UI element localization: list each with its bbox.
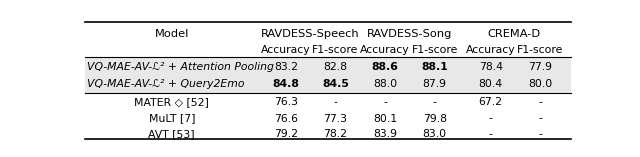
Text: 88.6: 88.6 — [372, 62, 399, 72]
Text: 80.1: 80.1 — [373, 114, 397, 124]
Text: 76.6: 76.6 — [274, 114, 298, 124]
Text: 80.4: 80.4 — [479, 78, 503, 89]
Text: F1-score: F1-score — [312, 45, 358, 55]
Text: CREMA-D: CREMA-D — [488, 29, 541, 39]
Text: 76.3: 76.3 — [274, 97, 298, 107]
Text: RAVDESS-Speech: RAVDESS-Speech — [261, 29, 360, 39]
Text: -: - — [538, 114, 542, 124]
Text: -: - — [538, 129, 542, 139]
Text: F1-score: F1-score — [412, 45, 458, 55]
Text: 77.3: 77.3 — [323, 114, 348, 124]
Text: 79.2: 79.2 — [274, 129, 298, 139]
Text: Accuracy: Accuracy — [466, 45, 515, 55]
Text: VQ-MAE-AV-ℒ² + Attention Pooling: VQ-MAE-AV-ℒ² + Attention Pooling — [88, 62, 275, 72]
Text: 80.0: 80.0 — [528, 78, 552, 89]
Text: AVT [53]: AVT [53] — [148, 129, 195, 139]
Bar — [85, 57, 571, 93]
Text: 78.2: 78.2 — [323, 129, 348, 139]
Text: 78.4: 78.4 — [479, 62, 502, 72]
Text: 83.0: 83.0 — [422, 129, 447, 139]
Text: 77.9: 77.9 — [528, 62, 552, 72]
Text: -: - — [333, 97, 337, 107]
Text: -: - — [489, 129, 493, 139]
Text: -: - — [489, 114, 493, 124]
Text: RAVDESS-Song: RAVDESS-Song — [367, 29, 452, 39]
Text: 88.1: 88.1 — [421, 62, 448, 72]
Text: Model: Model — [155, 29, 189, 39]
Text: VQ-MAE-AV-ℒ² + Query2Emo: VQ-MAE-AV-ℒ² + Query2Emo — [88, 78, 245, 89]
Text: 83.9: 83.9 — [373, 129, 397, 139]
Text: 83.2: 83.2 — [274, 62, 298, 72]
Text: 88.0: 88.0 — [373, 78, 397, 89]
Text: Accuracy: Accuracy — [261, 45, 310, 55]
Text: -: - — [538, 97, 542, 107]
Text: 84.8: 84.8 — [273, 78, 300, 89]
Text: 84.5: 84.5 — [322, 78, 349, 89]
Text: F1-score: F1-score — [517, 45, 563, 55]
Text: 67.2: 67.2 — [479, 97, 502, 107]
Text: MuLT [7]: MuLT [7] — [148, 114, 195, 124]
Text: -: - — [383, 97, 387, 107]
Text: MATER ◇ [52]: MATER ◇ [52] — [134, 97, 209, 107]
Text: Accuracy: Accuracy — [360, 45, 410, 55]
Text: 87.9: 87.9 — [422, 78, 447, 89]
Text: -: - — [433, 97, 436, 107]
Text: 82.8: 82.8 — [323, 62, 348, 72]
Text: 79.8: 79.8 — [422, 114, 447, 124]
